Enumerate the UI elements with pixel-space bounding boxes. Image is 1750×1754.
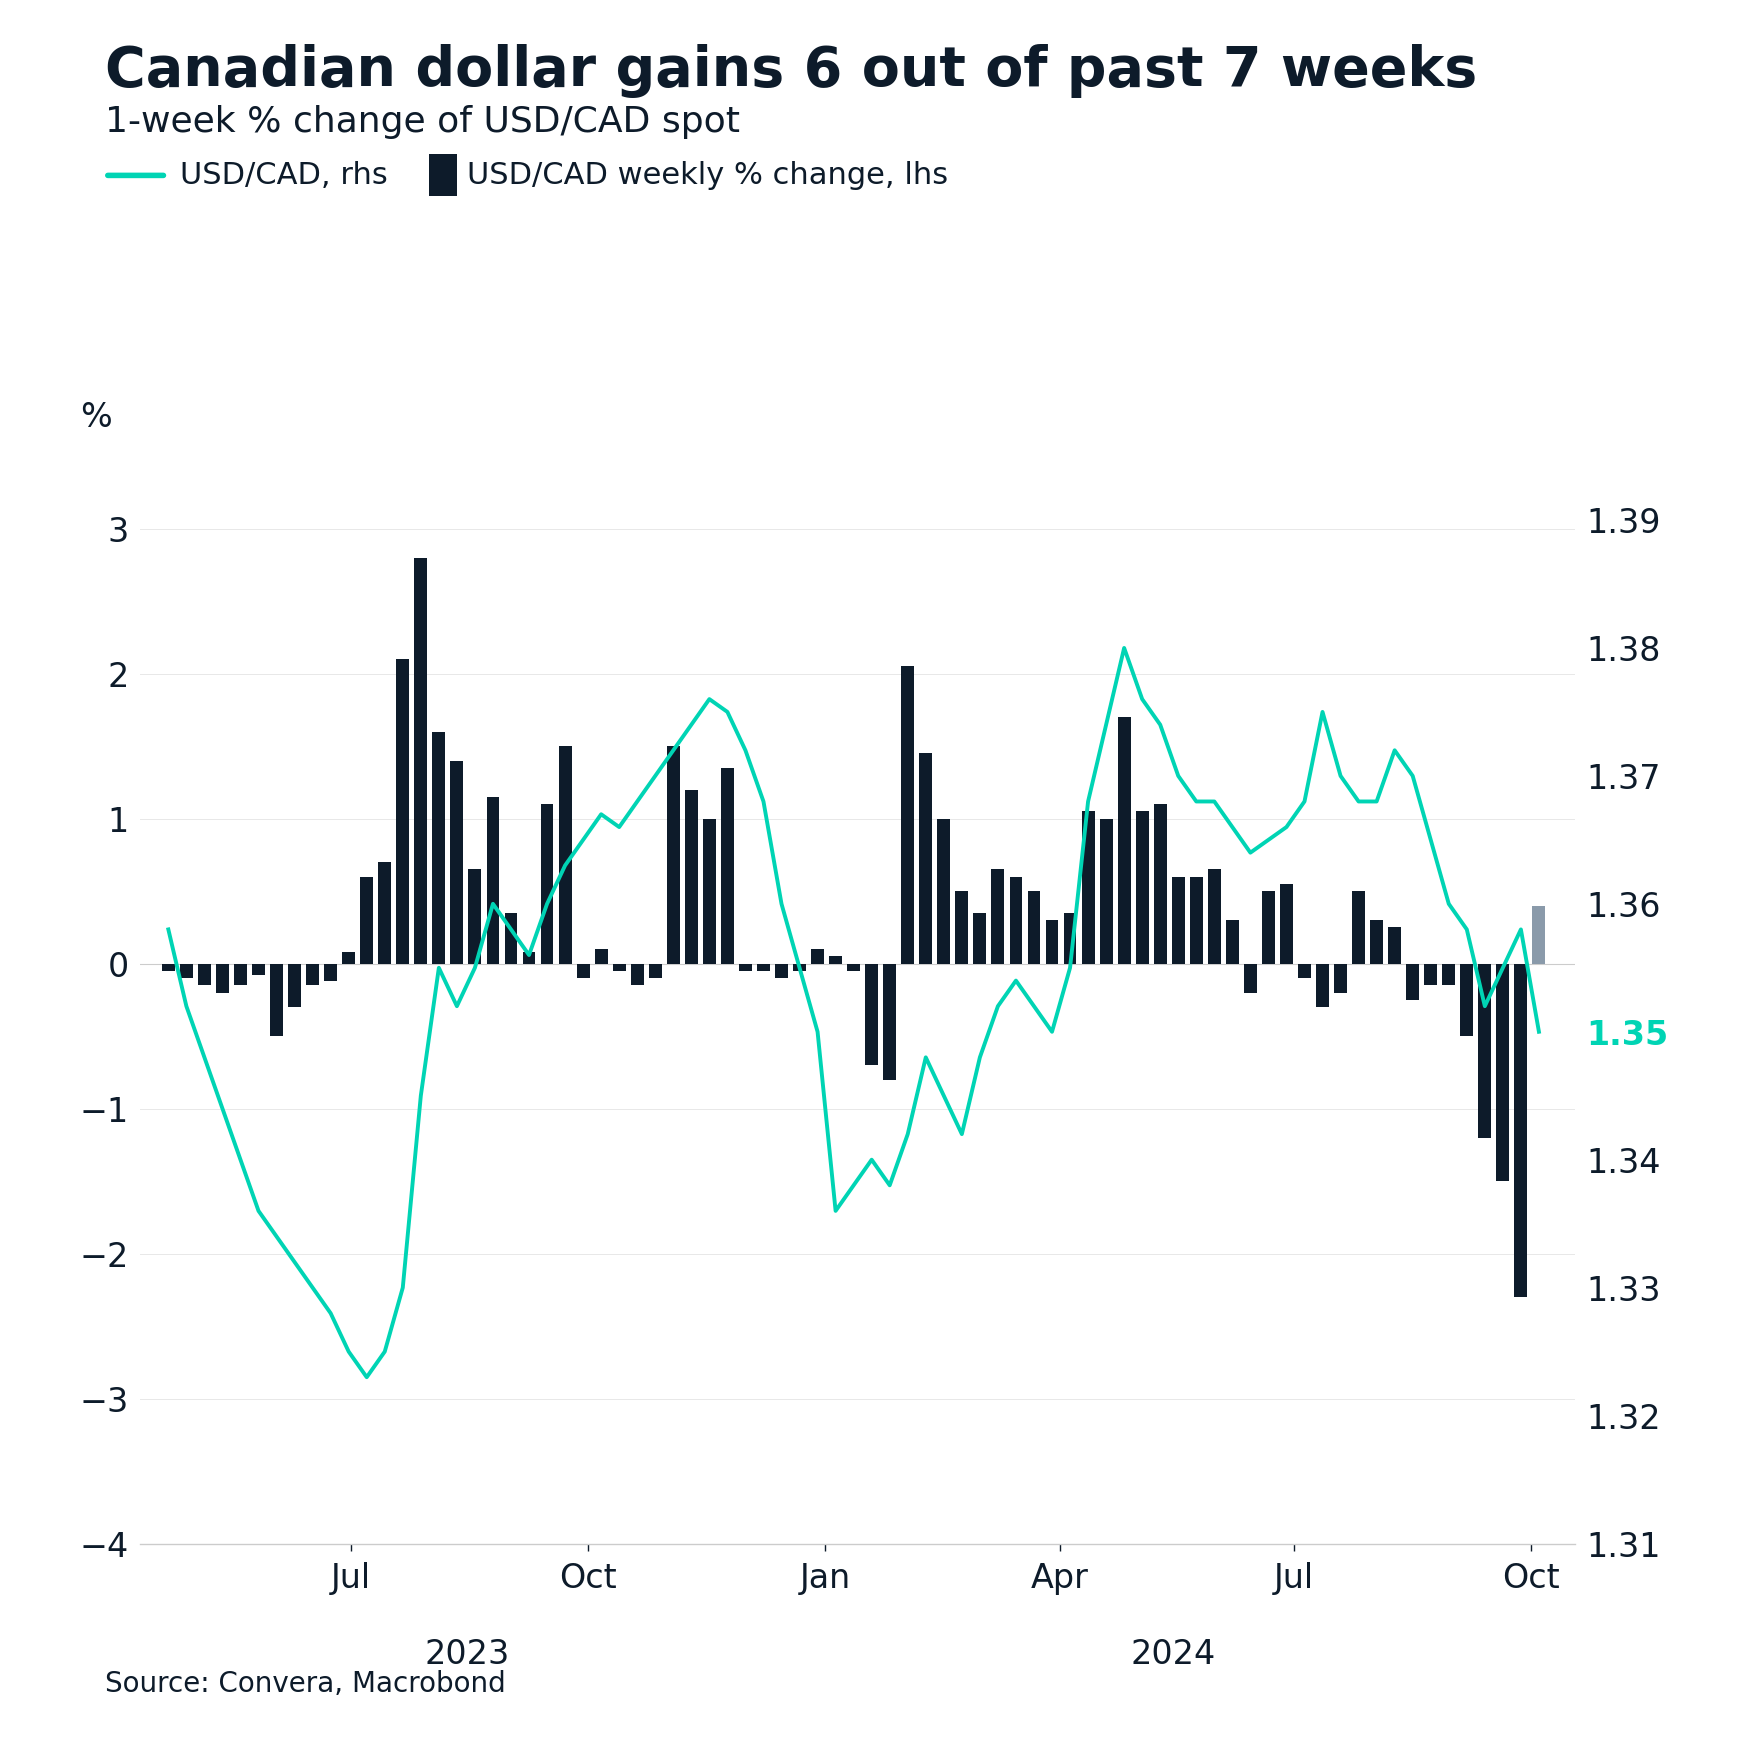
- Bar: [360, 877, 373, 963]
- Bar: [270, 963, 284, 1037]
- Text: USD/CAD, rhs: USD/CAD, rhs: [180, 161, 388, 189]
- Bar: [973, 912, 987, 963]
- Bar: [1514, 963, 1528, 1296]
- Bar: [1208, 870, 1222, 963]
- Bar: [1082, 812, 1094, 963]
- Bar: [450, 761, 464, 963]
- Bar: [1298, 963, 1311, 979]
- Bar: [721, 768, 733, 963]
- Bar: [793, 963, 807, 970]
- Bar: [1136, 812, 1148, 963]
- Bar: [306, 963, 318, 986]
- Bar: [163, 963, 175, 970]
- Bar: [938, 819, 950, 963]
- Text: 2023: 2023: [425, 1638, 509, 1672]
- Bar: [830, 956, 842, 963]
- Bar: [738, 963, 752, 970]
- Bar: [558, 745, 572, 963]
- Bar: [1172, 877, 1185, 963]
- Bar: [198, 963, 210, 986]
- Bar: [1353, 891, 1365, 963]
- Bar: [1496, 963, 1508, 1180]
- Bar: [1227, 921, 1239, 963]
- Bar: [324, 963, 338, 980]
- Bar: [1479, 963, 1491, 1138]
- Bar: [432, 731, 444, 963]
- Bar: [343, 952, 355, 963]
- Bar: [649, 963, 662, 979]
- Bar: [1533, 905, 1545, 963]
- Bar: [612, 963, 626, 970]
- Bar: [180, 963, 192, 979]
- Text: Source: Convera, Macrobond: Source: Convera, Macrobond: [105, 1670, 506, 1698]
- Bar: [1334, 963, 1348, 993]
- Bar: [919, 752, 933, 963]
- Bar: [1064, 912, 1076, 963]
- Bar: [415, 558, 427, 963]
- Bar: [864, 963, 878, 1065]
- Bar: [378, 861, 392, 963]
- Bar: [956, 891, 968, 963]
- Bar: [215, 963, 229, 993]
- Bar: [847, 963, 859, 970]
- Text: 1-week % change of USD/CAD spot: 1-week % change of USD/CAD spot: [105, 105, 740, 139]
- Bar: [487, 796, 499, 963]
- Bar: [595, 949, 607, 963]
- Bar: [1262, 891, 1274, 963]
- Bar: [758, 963, 770, 970]
- Bar: [1027, 891, 1041, 963]
- Bar: [1153, 803, 1167, 963]
- Bar: [504, 912, 518, 963]
- Bar: [1407, 963, 1419, 1000]
- Bar: [1316, 963, 1328, 1007]
- Bar: [429, 154, 457, 196]
- Bar: [684, 789, 698, 963]
- Bar: [289, 963, 301, 1007]
- Bar: [396, 660, 410, 963]
- Bar: [992, 870, 1004, 963]
- Bar: [1460, 963, 1474, 1037]
- Bar: [578, 963, 590, 979]
- Bar: [1010, 877, 1022, 963]
- Text: 2024: 2024: [1130, 1638, 1216, 1672]
- Bar: [469, 870, 481, 963]
- Bar: [1388, 928, 1402, 963]
- Bar: [1370, 921, 1382, 963]
- Bar: [775, 963, 788, 979]
- Bar: [704, 819, 716, 963]
- Bar: [667, 745, 679, 963]
- Bar: [234, 963, 247, 986]
- Bar: [541, 803, 553, 963]
- Bar: [630, 963, 644, 986]
- Bar: [884, 963, 896, 1079]
- Text: %: %: [80, 402, 112, 435]
- Bar: [1045, 921, 1059, 963]
- Bar: [901, 667, 914, 963]
- Bar: [523, 952, 536, 963]
- Text: USD/CAD weekly % change, lhs: USD/CAD weekly % change, lhs: [467, 161, 948, 189]
- Bar: [1099, 819, 1113, 963]
- Text: Canadian dollar gains 6 out of past 7 weeks: Canadian dollar gains 6 out of past 7 we…: [105, 44, 1477, 98]
- Bar: [1279, 884, 1293, 963]
- Bar: [252, 963, 264, 975]
- Bar: [1442, 963, 1456, 986]
- Bar: [1190, 877, 1202, 963]
- Bar: [1424, 963, 1437, 986]
- Bar: [1118, 717, 1130, 963]
- Bar: [812, 949, 824, 963]
- Bar: [1244, 963, 1256, 993]
